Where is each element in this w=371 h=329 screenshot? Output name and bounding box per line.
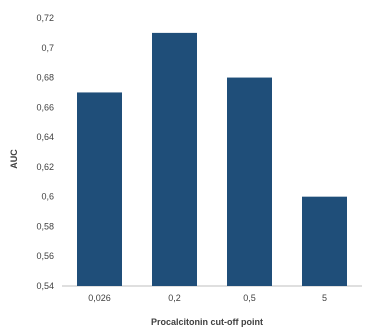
y-tick-label: 0,6	[41, 192, 54, 202]
x-axis-title: Procalcitonin cut-off point	[151, 317, 263, 327]
bar	[77, 92, 122, 286]
y-tick-label: 0,72	[36, 13, 54, 23]
y-axis-title: AUC	[9, 149, 19, 169]
bar	[227, 77, 272, 286]
y-tick-label: 0,68	[36, 73, 54, 83]
x-tick-label: 0,026	[88, 293, 111, 303]
bars	[77, 32, 347, 287]
y-tick-label: 0,54	[36, 281, 54, 291]
x-tick-label: 0,5	[243, 293, 256, 303]
y-tick-label: 0,7	[41, 43, 54, 53]
bar	[302, 196, 347, 286]
y-tick-label: 0,64	[36, 132, 54, 142]
y-tick-label: 0,58	[36, 221, 54, 231]
bar	[152, 32, 197, 287]
x-axis-ticks: 0,026 0,2 0,5 5	[88, 293, 327, 303]
x-tick-label: 0,2	[168, 293, 181, 303]
y-tick-label: 0,56	[36, 251, 54, 261]
x-tick-label: 5	[322, 293, 327, 303]
y-tick-label: 0,62	[36, 162, 54, 172]
y-tick-label: 0,66	[36, 102, 54, 112]
y-axis-ticks: 0,54 0,56 0,58 0,6 0,62 0,64 0,66 0,68 0,7 0,72	[36, 13, 54, 291]
